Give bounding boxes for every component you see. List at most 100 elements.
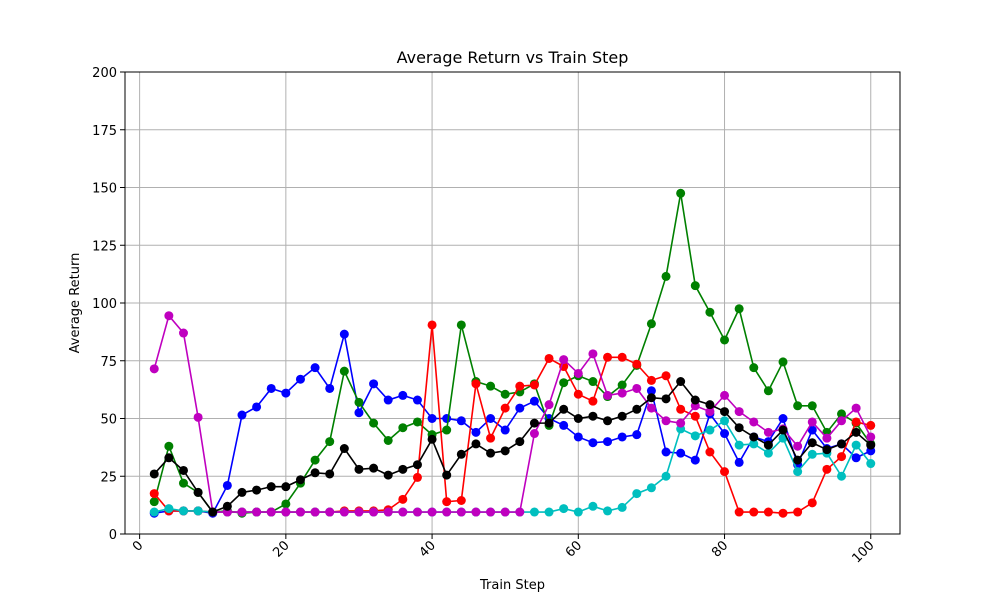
data-point — [720, 407, 730, 417]
data-point — [690, 281, 700, 291]
data-point — [807, 417, 817, 427]
data-point — [164, 453, 174, 463]
data-point — [208, 507, 218, 517]
data-point — [793, 441, 803, 451]
data-point — [281, 388, 291, 398]
data-point — [266, 507, 276, 517]
data-point — [442, 497, 452, 507]
data-point — [149, 469, 159, 479]
data-point — [646, 386, 656, 396]
data-point — [178, 465, 188, 475]
data-point — [632, 359, 642, 369]
data-point — [398, 390, 408, 400]
data-point — [617, 432, 627, 442]
data-point — [456, 449, 466, 459]
data-point — [705, 400, 715, 410]
data-point — [793, 467, 803, 477]
data-point — [749, 432, 759, 442]
data-point — [295, 507, 305, 517]
data-point — [661, 371, 671, 381]
data-point — [588, 396, 598, 406]
data-point — [807, 438, 817, 448]
data-point — [559, 355, 569, 365]
data-point — [720, 390, 730, 400]
data-point — [807, 498, 817, 508]
data-point — [412, 417, 422, 427]
data-point — [588, 349, 598, 359]
data-point — [369, 507, 379, 517]
data-point — [866, 420, 876, 430]
data-point — [339, 444, 349, 454]
data-point — [427, 507, 437, 517]
data-point — [851, 440, 861, 450]
data-point — [617, 411, 627, 421]
data-point — [763, 427, 773, 437]
data-point — [661, 416, 671, 426]
data-point — [559, 420, 569, 430]
data-point — [573, 507, 583, 517]
data-point — [778, 414, 788, 423]
data-point — [310, 455, 320, 465]
data-point — [763, 386, 773, 396]
data-point — [763, 448, 773, 458]
data-point — [822, 433, 832, 443]
data-point — [354, 408, 364, 418]
data-point — [486, 414, 496, 423]
data-point — [837, 452, 847, 462]
data-point — [266, 482, 276, 492]
data-point — [866, 459, 876, 469]
data-point — [778, 357, 788, 367]
data-point — [617, 502, 627, 512]
data-point — [222, 480, 232, 490]
data-point — [412, 460, 422, 470]
data-point — [486, 448, 496, 458]
data-point — [573, 368, 583, 378]
data-point — [456, 496, 466, 506]
data-point — [486, 381, 496, 391]
data-point — [471, 439, 481, 449]
data-point — [734, 423, 744, 433]
data-point — [661, 394, 671, 404]
data-point — [793, 455, 803, 465]
data-point — [427, 434, 437, 444]
data-point — [529, 380, 539, 390]
y-tick-label: 25 — [100, 470, 117, 485]
data-point — [837, 416, 847, 426]
data-point — [676, 448, 686, 458]
data-point — [178, 328, 188, 338]
data-point — [193, 412, 203, 422]
data-point — [763, 507, 773, 517]
data-point — [515, 403, 525, 413]
data-point — [281, 482, 291, 492]
data-point — [603, 506, 613, 516]
data-point — [646, 483, 656, 493]
data-point — [178, 506, 188, 516]
data-point — [807, 401, 817, 411]
data-point — [778, 425, 788, 435]
data-point — [164, 311, 174, 321]
data-point — [617, 380, 627, 390]
data-point — [793, 401, 803, 411]
data-point — [471, 427, 481, 437]
data-point — [222, 501, 232, 511]
data-point — [354, 464, 364, 474]
data-point — [720, 467, 730, 477]
data-point — [310, 363, 320, 373]
data-point — [749, 439, 759, 449]
x-axis-label: Train Step — [479, 578, 545, 593]
data-point — [749, 507, 759, 517]
data-point — [705, 307, 715, 317]
data-point — [734, 507, 744, 517]
data-point — [632, 383, 642, 393]
series-layer — [149, 188, 876, 518]
data-point — [486, 507, 496, 517]
data-point — [690, 411, 700, 421]
data-point — [398, 494, 408, 504]
data-point — [427, 320, 437, 330]
data-point — [661, 471, 671, 481]
data-point — [559, 378, 569, 388]
data-point — [837, 471, 847, 481]
data-point — [676, 404, 686, 414]
